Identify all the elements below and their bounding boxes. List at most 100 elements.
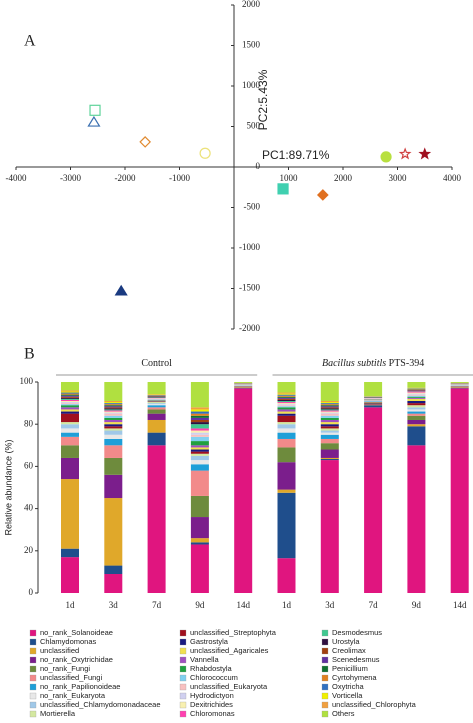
- bar-segment: [190, 415, 209, 418]
- legend-label: Mortierella: [40, 709, 76, 718]
- bar-segment: [320, 400, 339, 403]
- bar-segment: [61, 557, 79, 593]
- bar-segment: [190, 460, 209, 465]
- legend-label: Rhabdostyla: [190, 664, 233, 673]
- bar-segment: [104, 382, 123, 401]
- point: [199, 147, 211, 159]
- legend-swatch: [321, 710, 329, 718]
- bar-segment: [104, 574, 123, 593]
- bar-segment: [450, 387, 469, 389]
- bar-segment: [277, 402, 296, 404]
- bar-segment: [104, 424, 123, 427]
- bar-segment: [277, 413, 296, 416]
- bar-segment: [190, 413, 209, 416]
- bar-segment: [147, 403, 166, 405]
- legend-swatch: [179, 683, 187, 691]
- bar-segment: [320, 412, 339, 414]
- y-tick-label: 2000: [242, 0, 261, 9]
- bar-segment: [407, 413, 426, 416]
- point: [139, 136, 152, 148]
- bar-segment: [190, 419, 209, 423]
- bar-segment: [234, 382, 253, 383]
- bar-segment: [190, 542, 209, 545]
- bar-segment: [190, 441, 209, 446]
- legend-label: Chloromonas: [190, 709, 235, 718]
- bar-segment: [320, 403, 339, 405]
- group-label: Bacillus subtitls PTS-394: [322, 358, 424, 369]
- bar-segment: [407, 419, 426, 425]
- bar-segment: [277, 405, 296, 407]
- legend-label: Gastrostyla: [190, 637, 229, 646]
- bar-segment: [320, 405, 339, 407]
- y-tick-label: -1000: [239, 242, 260, 252]
- bar-segment: [190, 495, 209, 518]
- bar-segment: [61, 405, 79, 408]
- bar-segment: [61, 394, 79, 396]
- group-label-text: Control: [141, 358, 172, 369]
- bar-segment: [320, 406, 339, 408]
- bar-segment: [190, 517, 209, 539]
- legend-swatch: [321, 683, 329, 691]
- bar-segment: [104, 407, 123, 409]
- bar-segment: [407, 382, 426, 388]
- bar-segment: [147, 413, 166, 420]
- bar-segment: [190, 411, 209, 414]
- panel-label: A: [24, 33, 36, 50]
- bar-segment: [190, 424, 209, 429]
- x-tick-label: -1000: [169, 173, 190, 183]
- bar-segment: [320, 457, 339, 460]
- group-label: Control: [141, 358, 172, 369]
- bar-segment: [104, 438, 123, 446]
- group-label-text: PTS-394: [389, 358, 425, 369]
- bar-segment: [320, 443, 339, 450]
- bar-segment: [190, 455, 209, 461]
- point: [277, 183, 289, 195]
- y-tick-label: 500: [247, 121, 261, 131]
- legend-label: Creolimax: [332, 646, 366, 655]
- bar-segment: [407, 424, 426, 427]
- bar-segment: [104, 565, 123, 575]
- bar-segment: [61, 403, 79, 405]
- point: [398, 147, 412, 160]
- point: [114, 284, 128, 296]
- bar-segment: [104, 408, 123, 410]
- bar-segment: [277, 394, 296, 396]
- bar-segment: [320, 382, 339, 401]
- legend-swatch: [179, 656, 187, 664]
- bar-segment: [277, 404, 296, 406]
- legend-swatch: [29, 692, 37, 700]
- y-tick-label: 20: [24, 545, 34, 555]
- bar-segment: [277, 396, 296, 398]
- bar-segment: [61, 413, 79, 423]
- y-tick-label: -500: [244, 202, 261, 212]
- bar-segment: [320, 426, 339, 429]
- bar-segment: [190, 447, 209, 450]
- bar-segment: [104, 405, 123, 407]
- x-tick-label: 3d: [325, 600, 335, 610]
- bar-segment: [320, 417, 339, 420]
- x-tick-label: 1d: [282, 600, 292, 610]
- x-tick-label: 14d: [236, 600, 250, 610]
- legend-label: Cyrtohymena: [332, 673, 377, 682]
- y-tick-label: 40: [24, 503, 34, 513]
- legend-label: no_rank_Fungi: [40, 664, 90, 673]
- bar-segment: [61, 445, 79, 458]
- bar-segment: [320, 419, 339, 423]
- bar-segment: [320, 415, 339, 418]
- bar-segment: [277, 492, 296, 559]
- legend-swatch: [179, 674, 187, 682]
- bar-segment: [104, 417, 123, 420]
- y-tick-label: -2000: [239, 323, 260, 333]
- bar-segment: [61, 407, 79, 410]
- legend-label: Urostyla: [332, 637, 360, 646]
- legend-swatch: [321, 665, 329, 673]
- bar-segment: [277, 415, 296, 423]
- bar-segment: [407, 397, 426, 399]
- bar-segment: [190, 445, 209, 448]
- bar-segment: [61, 479, 79, 549]
- bar-segment: [104, 430, 123, 435]
- bar-segment: [450, 387, 469, 388]
- x-tick-label: 9d: [195, 600, 205, 610]
- legend-label: Others: [332, 709, 355, 718]
